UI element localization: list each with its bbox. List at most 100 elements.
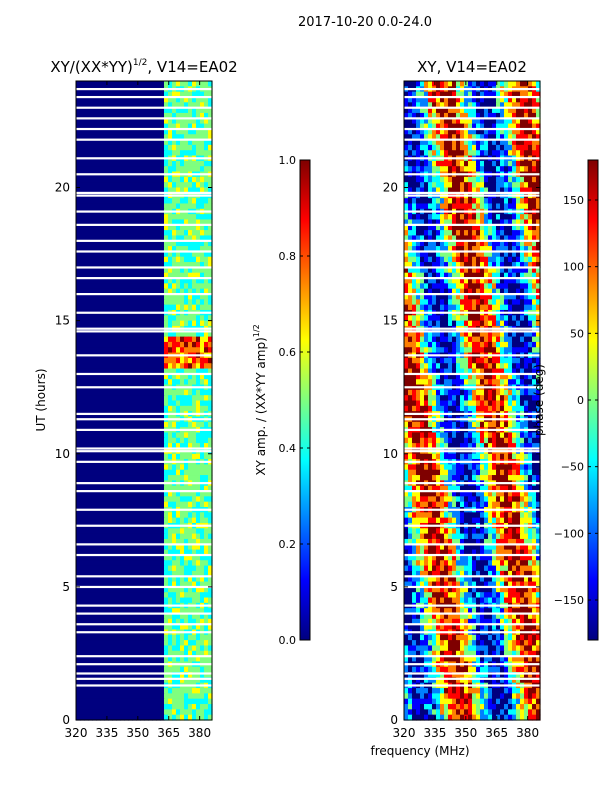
- heatmap-cell: [200, 262, 205, 268]
- heatmap-cell: [456, 102, 461, 109]
- heatmap-cell: [96, 373, 101, 380]
- heatmap-cell: [188, 512, 193, 519]
- heatmap-cell: [168, 304, 173, 311]
- heatmap-cell: [160, 198, 165, 205]
- heatmap-cell: [124, 299, 129, 306]
- heatmap-cell: [156, 714, 161, 721]
- heatmap-cell: [84, 256, 89, 263]
- heatmap-cell: [108, 288, 113, 295]
- heatmap-cell: [140, 128, 145, 135]
- heatmap-cell: [420, 198, 425, 205]
- heatmap-cell: [504, 81, 509, 87]
- heatmap-cell: [128, 91, 133, 98]
- heatmap-cell: [180, 698, 185, 705]
- heatmap-cell: [536, 81, 541, 87]
- heatmap-cell: [136, 347, 141, 354]
- heatmap-cell: [176, 592, 181, 599]
- heatmap-cell: [536, 166, 541, 173]
- data-gap-line: [76, 311, 212, 314]
- heatmap-cell: [112, 166, 117, 173]
- heatmap-cell: [108, 677, 113, 684]
- heatmap-cell: [184, 389, 189, 396]
- heatmap-cell: [84, 96, 89, 103]
- heatmap-cell: [124, 464, 129, 471]
- heatmap-cell: [116, 405, 121, 412]
- heatmap-cell: [536, 118, 541, 125]
- heatmap-cell: [440, 112, 445, 119]
- heatmap-cell: [80, 672, 85, 678]
- heatmap-cell: [196, 544, 201, 551]
- heatmap-cell: [136, 698, 141, 705]
- heatmap-cell: [76, 368, 81, 375]
- heatmap-cell: [476, 118, 481, 125]
- heatmap-cell: [112, 613, 117, 620]
- heatmap-cell: [440, 128, 445, 135]
- heatmap-cell: [184, 554, 189, 561]
- heatmap-cell: [204, 608, 209, 615]
- heatmap-cell: [124, 437, 129, 444]
- heatmap-cell: [468, 150, 473, 157]
- heatmap-cell: [148, 128, 153, 135]
- heatmap-cell: [176, 123, 181, 130]
- heatmap-cell: [80, 107, 85, 114]
- heatmap-cell: [148, 544, 153, 551]
- heatmap-cell: [104, 123, 109, 130]
- heatmap-cell: [200, 432, 205, 439]
- heatmap-cell: [164, 475, 169, 481]
- heatmap-cell: [120, 688, 125, 694]
- heatmap-cell: [144, 336, 149, 343]
- heatmap-cell: [184, 640, 189, 647]
- heatmap-cell: [180, 144, 185, 151]
- heatmap-cell: [160, 304, 165, 311]
- heatmap-cell: [76, 246, 81, 252]
- heatmap-cell: [144, 496, 149, 503]
- heatmap-cell: [160, 586, 165, 593]
- heatmap-cell: [116, 373, 121, 380]
- heatmap-cell: [96, 608, 101, 615]
- heatmap-cell: [152, 251, 157, 258]
- heatmap-cell: [420, 160, 425, 167]
- heatmap-cell: [108, 134, 113, 141]
- heatmap-cell: [164, 331, 169, 338]
- heatmap-cell: [532, 112, 537, 119]
- heatmap-cell: [120, 123, 125, 130]
- heatmap-cell: [208, 517, 213, 524]
- heatmap-cell: [88, 400, 93, 407]
- heatmap-cell: [156, 288, 161, 295]
- heatmap-cell: [144, 214, 149, 221]
- heatmap-cell: [152, 128, 157, 135]
- heatmap-cell: [108, 91, 113, 98]
- heatmap-cell: [172, 581, 177, 588]
- heatmap-cell: [116, 421, 121, 428]
- heatmap-cell: [124, 533, 129, 540]
- heatmap-cell: [140, 262, 145, 268]
- heatmap-cell: [148, 677, 153, 684]
- heatmap-cell: [496, 176, 501, 183]
- heatmap-cell: [176, 586, 181, 593]
- heatmap-cell: [92, 299, 97, 306]
- heatmap-cell: [84, 565, 89, 572]
- heatmap-cell: [128, 128, 133, 135]
- heatmap-cell: [168, 714, 173, 721]
- heatmap-cell: [180, 528, 185, 535]
- heatmap-cell: [128, 549, 133, 556]
- x-tick-label: 365: [157, 726, 180, 740]
- heatmap-cell: [184, 544, 189, 551]
- heatmap-cell: [496, 102, 501, 109]
- heatmap-cell: [144, 565, 149, 572]
- heatmap-cell: [108, 139, 113, 146]
- heatmap-cell: [96, 405, 101, 412]
- heatmap-cell: [204, 230, 209, 237]
- heatmap-cell: [176, 272, 181, 279]
- heatmap-cell: [196, 187, 201, 194]
- heatmap-cell: [116, 224, 121, 231]
- heatmap-cell: [196, 395, 201, 402]
- heatmap-cell: [80, 640, 85, 647]
- heatmap-cell: [492, 203, 497, 210]
- heatmap-cell: [76, 491, 81, 497]
- heatmap-cell: [180, 379, 185, 386]
- heatmap-cell: [460, 166, 465, 173]
- heatmap-cell: [120, 549, 125, 556]
- heatmap-cell: [404, 91, 409, 98]
- heatmap-cell: [128, 379, 133, 386]
